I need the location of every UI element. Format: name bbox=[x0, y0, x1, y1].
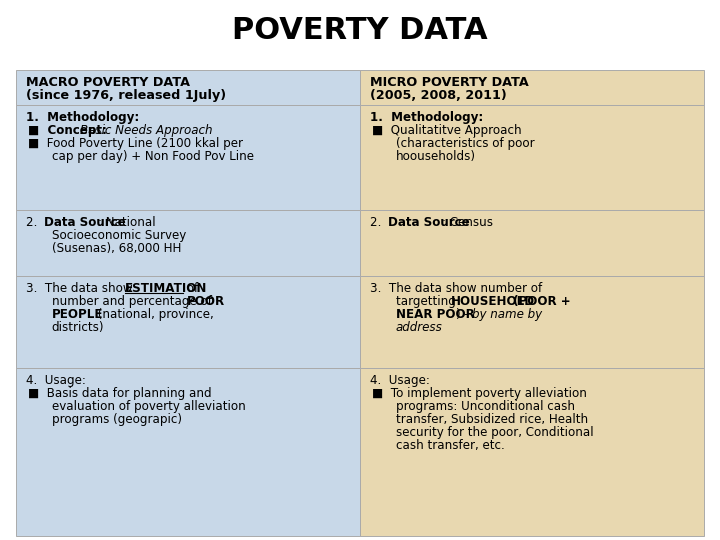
Text: (characteristics of poor: (characteristics of poor bbox=[396, 137, 535, 150]
Text: NEAR POOR: NEAR POOR bbox=[396, 308, 474, 321]
Bar bbox=[360, 105, 704, 210]
Text: (national, province,: (national, province, bbox=[94, 308, 214, 321]
Text: ■  Basis data for planning and: ■ Basis data for planning and bbox=[28, 387, 212, 400]
Text: 1.  Methodology:: 1. Methodology: bbox=[370, 111, 483, 124]
Text: 4.  Usage:: 4. Usage: bbox=[370, 374, 430, 387]
Bar bbox=[16, 368, 360, 536]
Text: Socioeconomic Survey: Socioeconomic Survey bbox=[52, 228, 186, 241]
Text: programs (geograpic): programs (geograpic) bbox=[52, 413, 182, 426]
Text: PEOPLE: PEOPLE bbox=[52, 308, 104, 321]
Bar bbox=[360, 368, 704, 536]
Text: targetting: targetting bbox=[396, 295, 459, 308]
Bar bbox=[360, 70, 704, 105]
Bar bbox=[16, 70, 360, 105]
Text: : Census: : Census bbox=[442, 215, 493, 228]
Text: 3.  The data show number of: 3. The data show number of bbox=[370, 282, 542, 295]
Text: ■  Qualitatitve Approach: ■ Qualitatitve Approach bbox=[372, 124, 521, 137]
Text: 2.: 2. bbox=[26, 215, 45, 228]
Text: POOR: POOR bbox=[187, 295, 225, 308]
Text: ■  To implement poverty alleviation: ■ To implement poverty alleviation bbox=[372, 387, 587, 400]
Text: address: address bbox=[396, 321, 443, 334]
Text: POVERTY DATA: POVERTY DATA bbox=[232, 16, 488, 45]
Text: ) -: ) - bbox=[456, 308, 472, 321]
Text: ■  Concept:: ■ Concept: bbox=[28, 124, 111, 137]
Bar bbox=[16, 210, 360, 276]
Text: Data Source: Data Source bbox=[388, 215, 469, 228]
Text: evaluation of poverty alleviation: evaluation of poverty alleviation bbox=[52, 400, 246, 413]
Text: Data Source: Data Source bbox=[44, 215, 125, 228]
Text: of: of bbox=[183, 282, 198, 295]
Text: MICRO POVERTY DATA: MICRO POVERTY DATA bbox=[370, 76, 528, 89]
Text: cap per day) + Non Food Pov Line: cap per day) + Non Food Pov Line bbox=[52, 150, 254, 163]
Text: (2005, 2008, 2011): (2005, 2008, 2011) bbox=[370, 89, 507, 102]
Text: ESTIMATION: ESTIMATION bbox=[125, 282, 207, 295]
Bar bbox=[16, 276, 360, 368]
Text: Basic Needs Approach: Basic Needs Approach bbox=[80, 124, 212, 137]
Text: ■  Food Poverty Line (2100 kkal per: ■ Food Poverty Line (2100 kkal per bbox=[28, 137, 243, 150]
Text: number and percentage of: number and percentage of bbox=[52, 295, 215, 308]
Bar bbox=[16, 105, 360, 210]
Text: (POOR +: (POOR + bbox=[509, 295, 571, 308]
Text: districts): districts) bbox=[52, 321, 104, 334]
Text: 3.  The data show: 3. The data show bbox=[26, 282, 136, 295]
Text: MACRO POVERTY DATA: MACRO POVERTY DATA bbox=[26, 76, 190, 89]
Bar bbox=[360, 276, 704, 368]
Text: by name by: by name by bbox=[472, 308, 542, 321]
Text: : National: : National bbox=[98, 215, 156, 228]
Text: transfer, Subsidized rice, Health: transfer, Subsidized rice, Health bbox=[396, 413, 588, 426]
Text: security for the poor, Conditional: security for the poor, Conditional bbox=[396, 426, 593, 439]
Text: 4.  Usage:: 4. Usage: bbox=[26, 374, 86, 387]
Text: programs: Unconditional cash: programs: Unconditional cash bbox=[396, 400, 575, 413]
Text: 1.  Methodology:: 1. Methodology: bbox=[26, 111, 139, 124]
Text: (Susenas), 68,000 HH: (Susenas), 68,000 HH bbox=[52, 241, 181, 254]
Text: hoouseholds): hoouseholds) bbox=[396, 150, 476, 163]
Bar bbox=[360, 210, 704, 276]
Text: 2.: 2. bbox=[370, 215, 389, 228]
Text: (since 1976, released 1July): (since 1976, released 1July) bbox=[26, 89, 226, 102]
Text: cash transfer, etc.: cash transfer, etc. bbox=[396, 439, 505, 453]
Text: HOUSEHOLD: HOUSEHOLD bbox=[451, 295, 535, 308]
